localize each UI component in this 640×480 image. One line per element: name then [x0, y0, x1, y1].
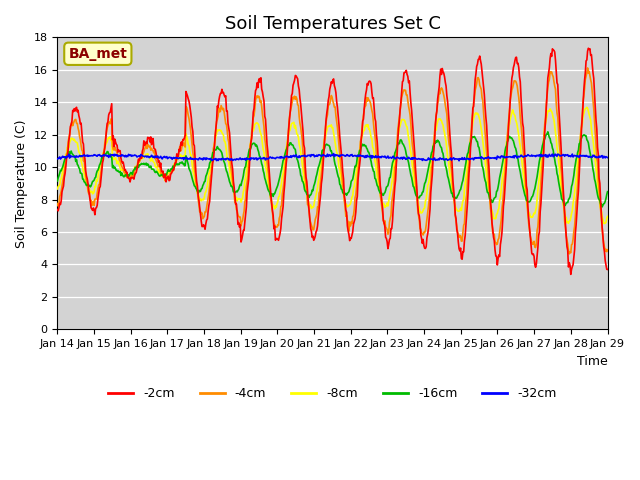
Title: Soil Temperatures Set C: Soil Temperatures Set C — [225, 15, 440, 33]
Y-axis label: Soil Temperature (C): Soil Temperature (C) — [15, 119, 28, 248]
Text: BA_met: BA_met — [68, 47, 127, 61]
Legend: -2cm, -4cm, -8cm, -16cm, -32cm: -2cm, -4cm, -8cm, -16cm, -32cm — [103, 382, 562, 405]
X-axis label: Time: Time — [577, 355, 607, 368]
